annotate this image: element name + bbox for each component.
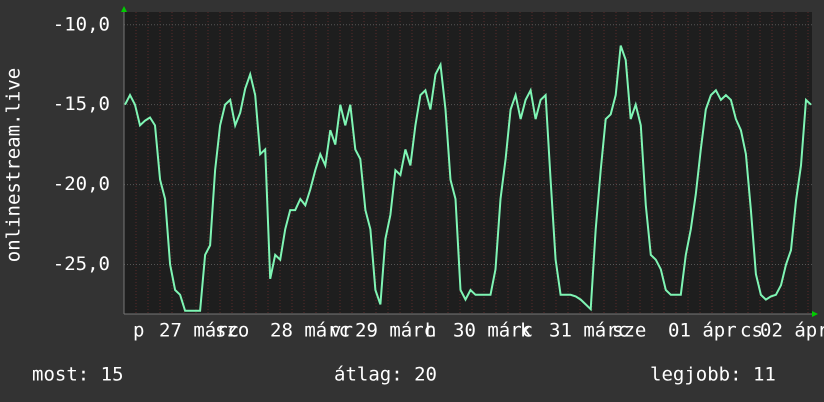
y-tick-label: -15,0 <box>53 93 110 115</box>
footer-average: átlag: 20 <box>334 364 437 386</box>
y-tick-label: -20,0 <box>53 173 110 195</box>
x-tick-label: 31 márc <box>549 320 629 342</box>
x-tick-label: 28 márc <box>270 320 350 342</box>
x-tick-label: vr <box>330 320 353 342</box>
plot-area <box>124 12 812 314</box>
footer-current: most: 15 <box>32 364 124 386</box>
x-tick-label: 01 ápr <box>668 320 737 342</box>
x-tick-label: 27 márc <box>159 320 239 342</box>
x-tick-label: k <box>520 320 532 342</box>
footer-best: legjobb: 11 <box>650 364 776 386</box>
y-tick-label: -10,0 <box>53 13 110 35</box>
y-tick-label: -25,0 <box>53 253 110 275</box>
y-axis-label: onlinestream.live <box>3 68 25 262</box>
x-tick-label: 30 márc <box>453 320 533 342</box>
x-tick-label: p <box>133 320 144 342</box>
x-tick-label: 02 ápr <box>760 320 824 342</box>
x-tick-label: cs <box>740 320 763 342</box>
x-tick-label: h <box>425 320 436 342</box>
axis-arrow <box>812 311 818 317</box>
x-tick-label: szo <box>215 320 249 342</box>
x-tick-label: 29 márc <box>355 320 435 342</box>
line <box>124 45 812 312</box>
axis-arrow <box>121 6 127 12</box>
x-tick-label: sze <box>612 320 646 342</box>
